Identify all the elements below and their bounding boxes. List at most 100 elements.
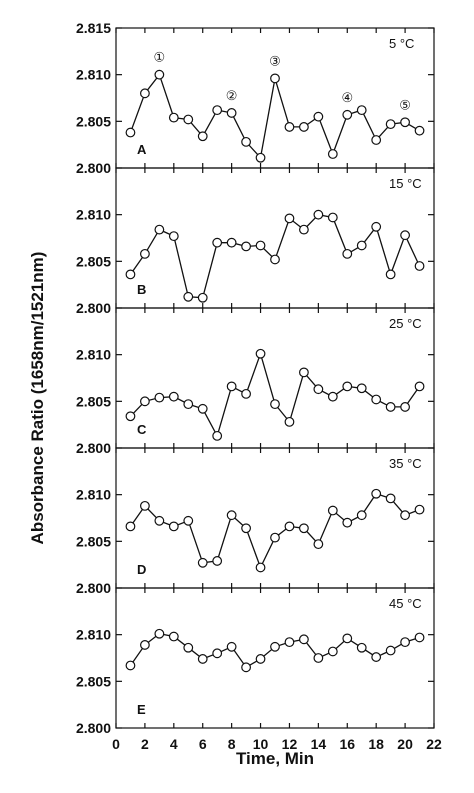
data-point (241, 388, 251, 399)
y-tick-label: 2.800 (76, 440, 111, 456)
data-point (313, 209, 324, 220)
x-tick-label: 20 (397, 736, 413, 752)
data-point (255, 348, 266, 359)
data-point (400, 230, 410, 241)
x-tick-label: 10 (253, 736, 269, 752)
panel-label: C (137, 422, 147, 437)
data-point (125, 521, 136, 532)
data-point (154, 628, 165, 639)
data-point (183, 515, 194, 526)
data-point (212, 430, 223, 441)
data-point (212, 648, 223, 659)
data-point (414, 261, 425, 271)
y-tick-label: 2.805 (76, 533, 111, 549)
data-point (255, 562, 266, 573)
x-tick-label: 4 (170, 736, 178, 752)
data-point (299, 224, 309, 235)
data-point (168, 391, 179, 402)
data-point (400, 510, 410, 521)
data-point (371, 488, 382, 499)
data-point (154, 224, 165, 235)
data-point (197, 403, 208, 414)
data-point (197, 292, 208, 303)
data-point (313, 539, 324, 550)
data-point (241, 523, 251, 534)
y-tick-label: 2.800 (76, 160, 111, 176)
y-axis-label: Absorbance Ratio (1658nm/1521nm) (28, 252, 47, 545)
data-point (226, 108, 237, 118)
panel-c: 2.800 2.805 2.810 C 25 °C (76, 307, 435, 456)
data-point (212, 556, 223, 566)
data-point (327, 505, 338, 516)
data-point (400, 402, 410, 412)
data-point (414, 504, 425, 515)
data-point (299, 634, 309, 645)
data-point (371, 394, 382, 405)
data-point (356, 105, 367, 116)
data-point (385, 269, 396, 280)
data-point (212, 237, 223, 248)
x-tick-label: 8 (228, 736, 236, 752)
data-point (226, 641, 237, 652)
panel-e: 2.800 2.805 2.810 E 45 °C (76, 587, 435, 736)
data-point (255, 240, 266, 251)
data-point (197, 557, 208, 568)
temperature-label: 45 °C (389, 596, 422, 611)
panel-frame (115, 587, 435, 729)
data-point (385, 645, 396, 656)
data-point (284, 637, 295, 648)
data-point (140, 640, 150, 650)
x-axis-label: Time, Min (236, 749, 314, 768)
data-point (356, 240, 367, 251)
panels-group: 2.800 2.805 2.810 2.815 A 5 °C ① ② ③ ④ ⑤ 2.800 2.805… (76, 20, 435, 736)
data-point (313, 111, 324, 122)
data-point (168, 112, 179, 123)
y-tick-label: 2.805 (76, 253, 111, 269)
x-tick-label: 0 (112, 736, 120, 752)
data-point (183, 114, 194, 125)
y-tick-label: 2.800 (76, 300, 111, 316)
data-point (183, 399, 194, 410)
data-point (313, 384, 324, 395)
data-point (140, 500, 150, 511)
x-axis: 0 2 4 6 8 10 12 14 16 18 20 22 (112, 736, 442, 752)
data-point (140, 88, 150, 99)
data-point (342, 248, 353, 259)
data-point (197, 654, 208, 664)
panel-a: 2.800 2.805 2.810 2.815 A 5 °C ① ② ③ ④ ⑤ (76, 20, 435, 176)
data-point (125, 127, 136, 138)
data-point (241, 662, 251, 673)
data-point (125, 411, 136, 422)
data-point (356, 642, 367, 653)
y-tick-label: 2.805 (76, 673, 111, 689)
y-tick-label: 2.815 (76, 20, 111, 36)
data-point (284, 213, 295, 224)
x-tick-label: 2 (141, 736, 149, 752)
data-point (183, 291, 194, 302)
x-tick-label: 6 (199, 736, 207, 752)
y-tick-label: 2.810 (76, 627, 111, 643)
data-point (313, 653, 324, 663)
peak-annotation: ⑤ (399, 97, 411, 112)
peak-annotation: ② (226, 88, 238, 103)
data-point (183, 642, 194, 653)
data-point (241, 136, 251, 147)
panel-frame (115, 307, 435, 449)
data-point (299, 523, 309, 534)
data-point (226, 510, 237, 521)
data-point (342, 381, 353, 392)
temperature-label: 35 °C (389, 456, 422, 471)
data-point (140, 248, 150, 259)
data-point (197, 131, 208, 142)
data-point (284, 122, 295, 132)
x-tick-label: 18 (368, 736, 384, 752)
data-point (414, 632, 425, 643)
x-tick-label: 12 (282, 736, 298, 752)
data-point (270, 641, 280, 652)
data-point (327, 391, 338, 402)
data-point (168, 631, 179, 642)
data-point (125, 269, 136, 280)
data-point (270, 399, 280, 410)
x-tick-label: 16 (339, 736, 355, 752)
